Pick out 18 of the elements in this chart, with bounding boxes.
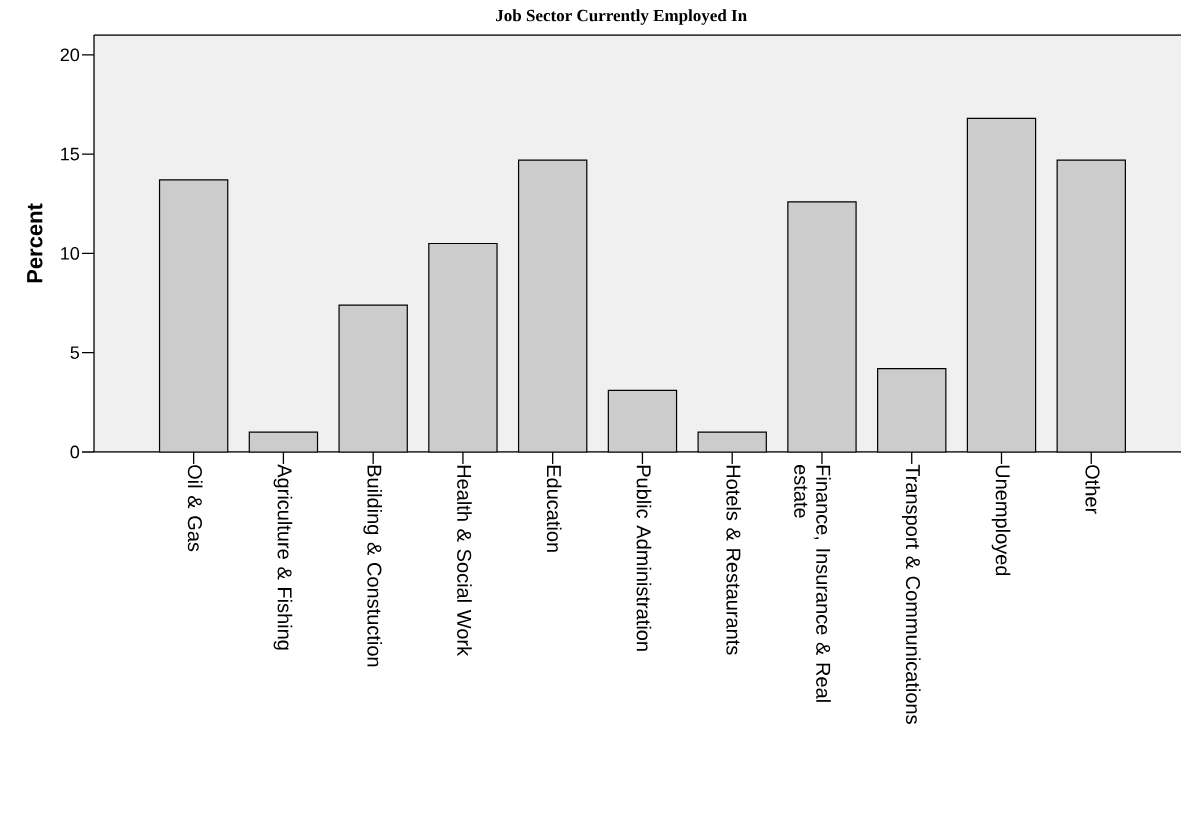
x-tick-label: Transport & Communications [901,464,921,724]
y-tick-label: 0 [70,445,80,459]
y-tick-label: 15 [61,147,80,161]
x-tick-label: Building & Constuction [363,465,383,667]
x-tick-label: Other [1085,465,1101,514]
x-tick-label: Education [546,465,562,552]
x-tick-label: Public Administration [636,465,652,651]
y-tick-label: 5 [70,346,80,359]
x-tick-label: Agriculture & Fishing [273,464,293,650]
x-tick-label: Oil & Gas [187,465,203,552]
y-tick-label: 10 [61,247,80,260]
y-tick-label: 20 [60,48,80,62]
y-axis-title: Percent [27,203,43,283]
x-tick-label: Finance, Insurance & Real estate [794,465,831,702]
chart-title: Job Sector Currently Employed In [496,9,747,25]
x-tick-label: Hotels & Restaurants [726,465,742,655]
x-tick-label: Health & Social Work [457,465,472,657]
x-tick-label: Unemployed [991,465,1011,576]
